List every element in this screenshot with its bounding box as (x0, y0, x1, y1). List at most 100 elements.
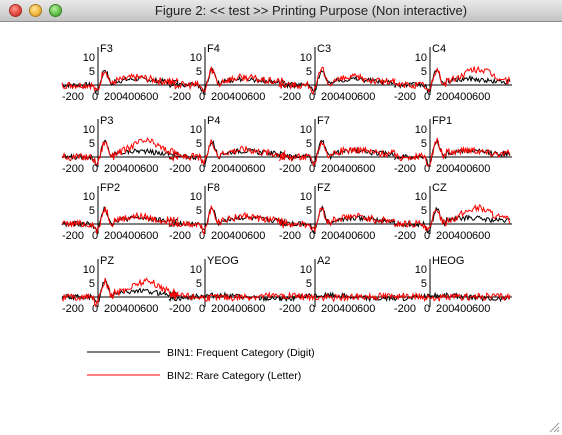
x-tick-label: 600 (140, 303, 158, 315)
y-tick-label: 5 (196, 66, 202, 78)
channel-plot-p4: 10 5 -200 0 200 400 600 P4 (168, 115, 287, 175)
x-tick-label: 600 (247, 303, 265, 315)
bin1-trace (61, 206, 179, 232)
x-tick-label: -200 (62, 230, 84, 242)
x-tick-label: -200 (279, 303, 301, 315)
channel-label: A2 (317, 255, 330, 267)
channel-label: CZ (432, 182, 447, 194)
bin2-trace (393, 203, 511, 232)
bin2-trace (278, 206, 396, 232)
x-tick-label: 400 (454, 163, 472, 175)
channel-label: F4 (207, 43, 220, 55)
zoom-icon[interactable] (49, 4, 62, 17)
y-tick-label: 10 (300, 52, 312, 64)
bin2-trace (168, 291, 286, 302)
x-tick-label: 200 (436, 91, 454, 103)
y-tick-label: 10 (83, 124, 95, 136)
x-tick-label: 400 (122, 230, 140, 242)
y-tick-label: 10 (190, 52, 202, 64)
x-tick-label: 200 (211, 303, 229, 315)
bin1-trace (168, 67, 286, 95)
bin2-trace (61, 277, 179, 308)
window-title: Figure 2: << test >> Printing Purpose (N… (154, 3, 468, 18)
x-tick-label: 400 (339, 163, 357, 175)
y-tick-label: 5 (196, 138, 202, 150)
x-tick-label: 200 (104, 91, 122, 103)
x-tick-label: 600 (140, 230, 158, 242)
y-tick-label: 5 (306, 138, 312, 150)
channel-label: F8 (207, 182, 220, 194)
resize-grip-icon[interactable] (548, 421, 560, 433)
x-tick-label: -200 (169, 303, 191, 315)
bin2-trace (278, 141, 396, 167)
x-tick-label: 0 (92, 303, 98, 315)
bin2-trace (278, 66, 396, 95)
x-tick-label: 200 (104, 303, 122, 315)
x-tick-label: -200 (62, 91, 84, 103)
bin1-trace (168, 291, 286, 303)
channel-label: FP1 (432, 115, 452, 127)
x-tick-label: 400 (122, 91, 140, 103)
x-tick-label: 400 (454, 303, 472, 315)
x-tick-label: 600 (472, 91, 490, 103)
channel-plot-f4: 10 5 -200 0 200 400 600 F4 (168, 43, 287, 103)
title-bar[interactable]: Figure 2: << test >> Printing Purpose (N… (0, 0, 562, 22)
y-tick-label: 10 (83, 264, 95, 276)
close-icon[interactable] (9, 4, 22, 17)
x-tick-label: 200 (321, 91, 339, 103)
channel-label: YEOG (207, 255, 239, 267)
x-tick-label: 400 (122, 163, 140, 175)
bin1-trace (393, 291, 511, 303)
bin1-trace (393, 138, 511, 166)
x-tick-label: 400 (122, 303, 140, 315)
y-tick-label: 5 (306, 66, 312, 78)
x-tick-label: -200 (394, 91, 416, 103)
y-tick-label: 10 (83, 191, 95, 203)
x-tick-label: 0 (309, 303, 315, 315)
x-tick-label: 600 (472, 230, 490, 242)
x-tick-label: -200 (62, 163, 84, 175)
x-tick-label: -200 (62, 303, 84, 315)
x-tick-label: 600 (357, 230, 375, 242)
minimize-icon[interactable] (29, 4, 42, 17)
y-tick-label: 5 (89, 138, 95, 150)
bin1-trace (61, 139, 179, 167)
channel-label: P3 (100, 115, 113, 127)
x-tick-label: 0 (92, 230, 98, 242)
x-tick-label: 600 (247, 230, 265, 242)
x-tick-label: 200 (104, 230, 122, 242)
channel-plot-f8: 10 5 -200 0 200 400 600 F8 (168, 182, 287, 242)
x-tick-label: 0 (92, 91, 98, 103)
x-tick-label: -200 (394, 230, 416, 242)
y-tick-label: 10 (415, 264, 427, 276)
x-tick-label: 600 (140, 163, 158, 175)
x-tick-label: 0 (424, 91, 430, 103)
channel-label: F7 (317, 115, 330, 127)
channel-plot-a2: 10 5 -200 0 200 400 600 A2 (278, 255, 397, 315)
bin2-trace (278, 291, 396, 303)
bin1-trace (61, 69, 179, 95)
x-tick-label: -200 (279, 163, 301, 175)
y-tick-label: 10 (83, 52, 95, 64)
x-tick-label: -200 (394, 303, 416, 315)
x-tick-label: -200 (169, 163, 191, 175)
x-tick-label: 0 (309, 230, 315, 242)
y-tick-label: 5 (421, 138, 427, 150)
x-tick-label: 0 (309, 91, 315, 103)
x-tick-label: 400 (339, 303, 357, 315)
channel-plot-f3: 10 5 -200 0 200 400 600 F3 (61, 43, 180, 103)
bin1-trace (61, 280, 179, 304)
x-tick-label: 400 (229, 163, 247, 175)
channel-plot-cz: 10 5 -200 0 200 400 600 CZ (393, 182, 512, 242)
x-tick-label: 200 (211, 230, 229, 242)
x-tick-label: 0 (199, 303, 205, 315)
x-tick-label: 400 (454, 230, 472, 242)
x-tick-label: 600 (472, 163, 490, 175)
y-tick-label: 5 (89, 205, 95, 217)
x-tick-label: 400 (229, 230, 247, 242)
x-tick-label: 600 (357, 303, 375, 315)
y-tick-label: 10 (415, 52, 427, 64)
y-tick-label: 10 (190, 124, 202, 136)
